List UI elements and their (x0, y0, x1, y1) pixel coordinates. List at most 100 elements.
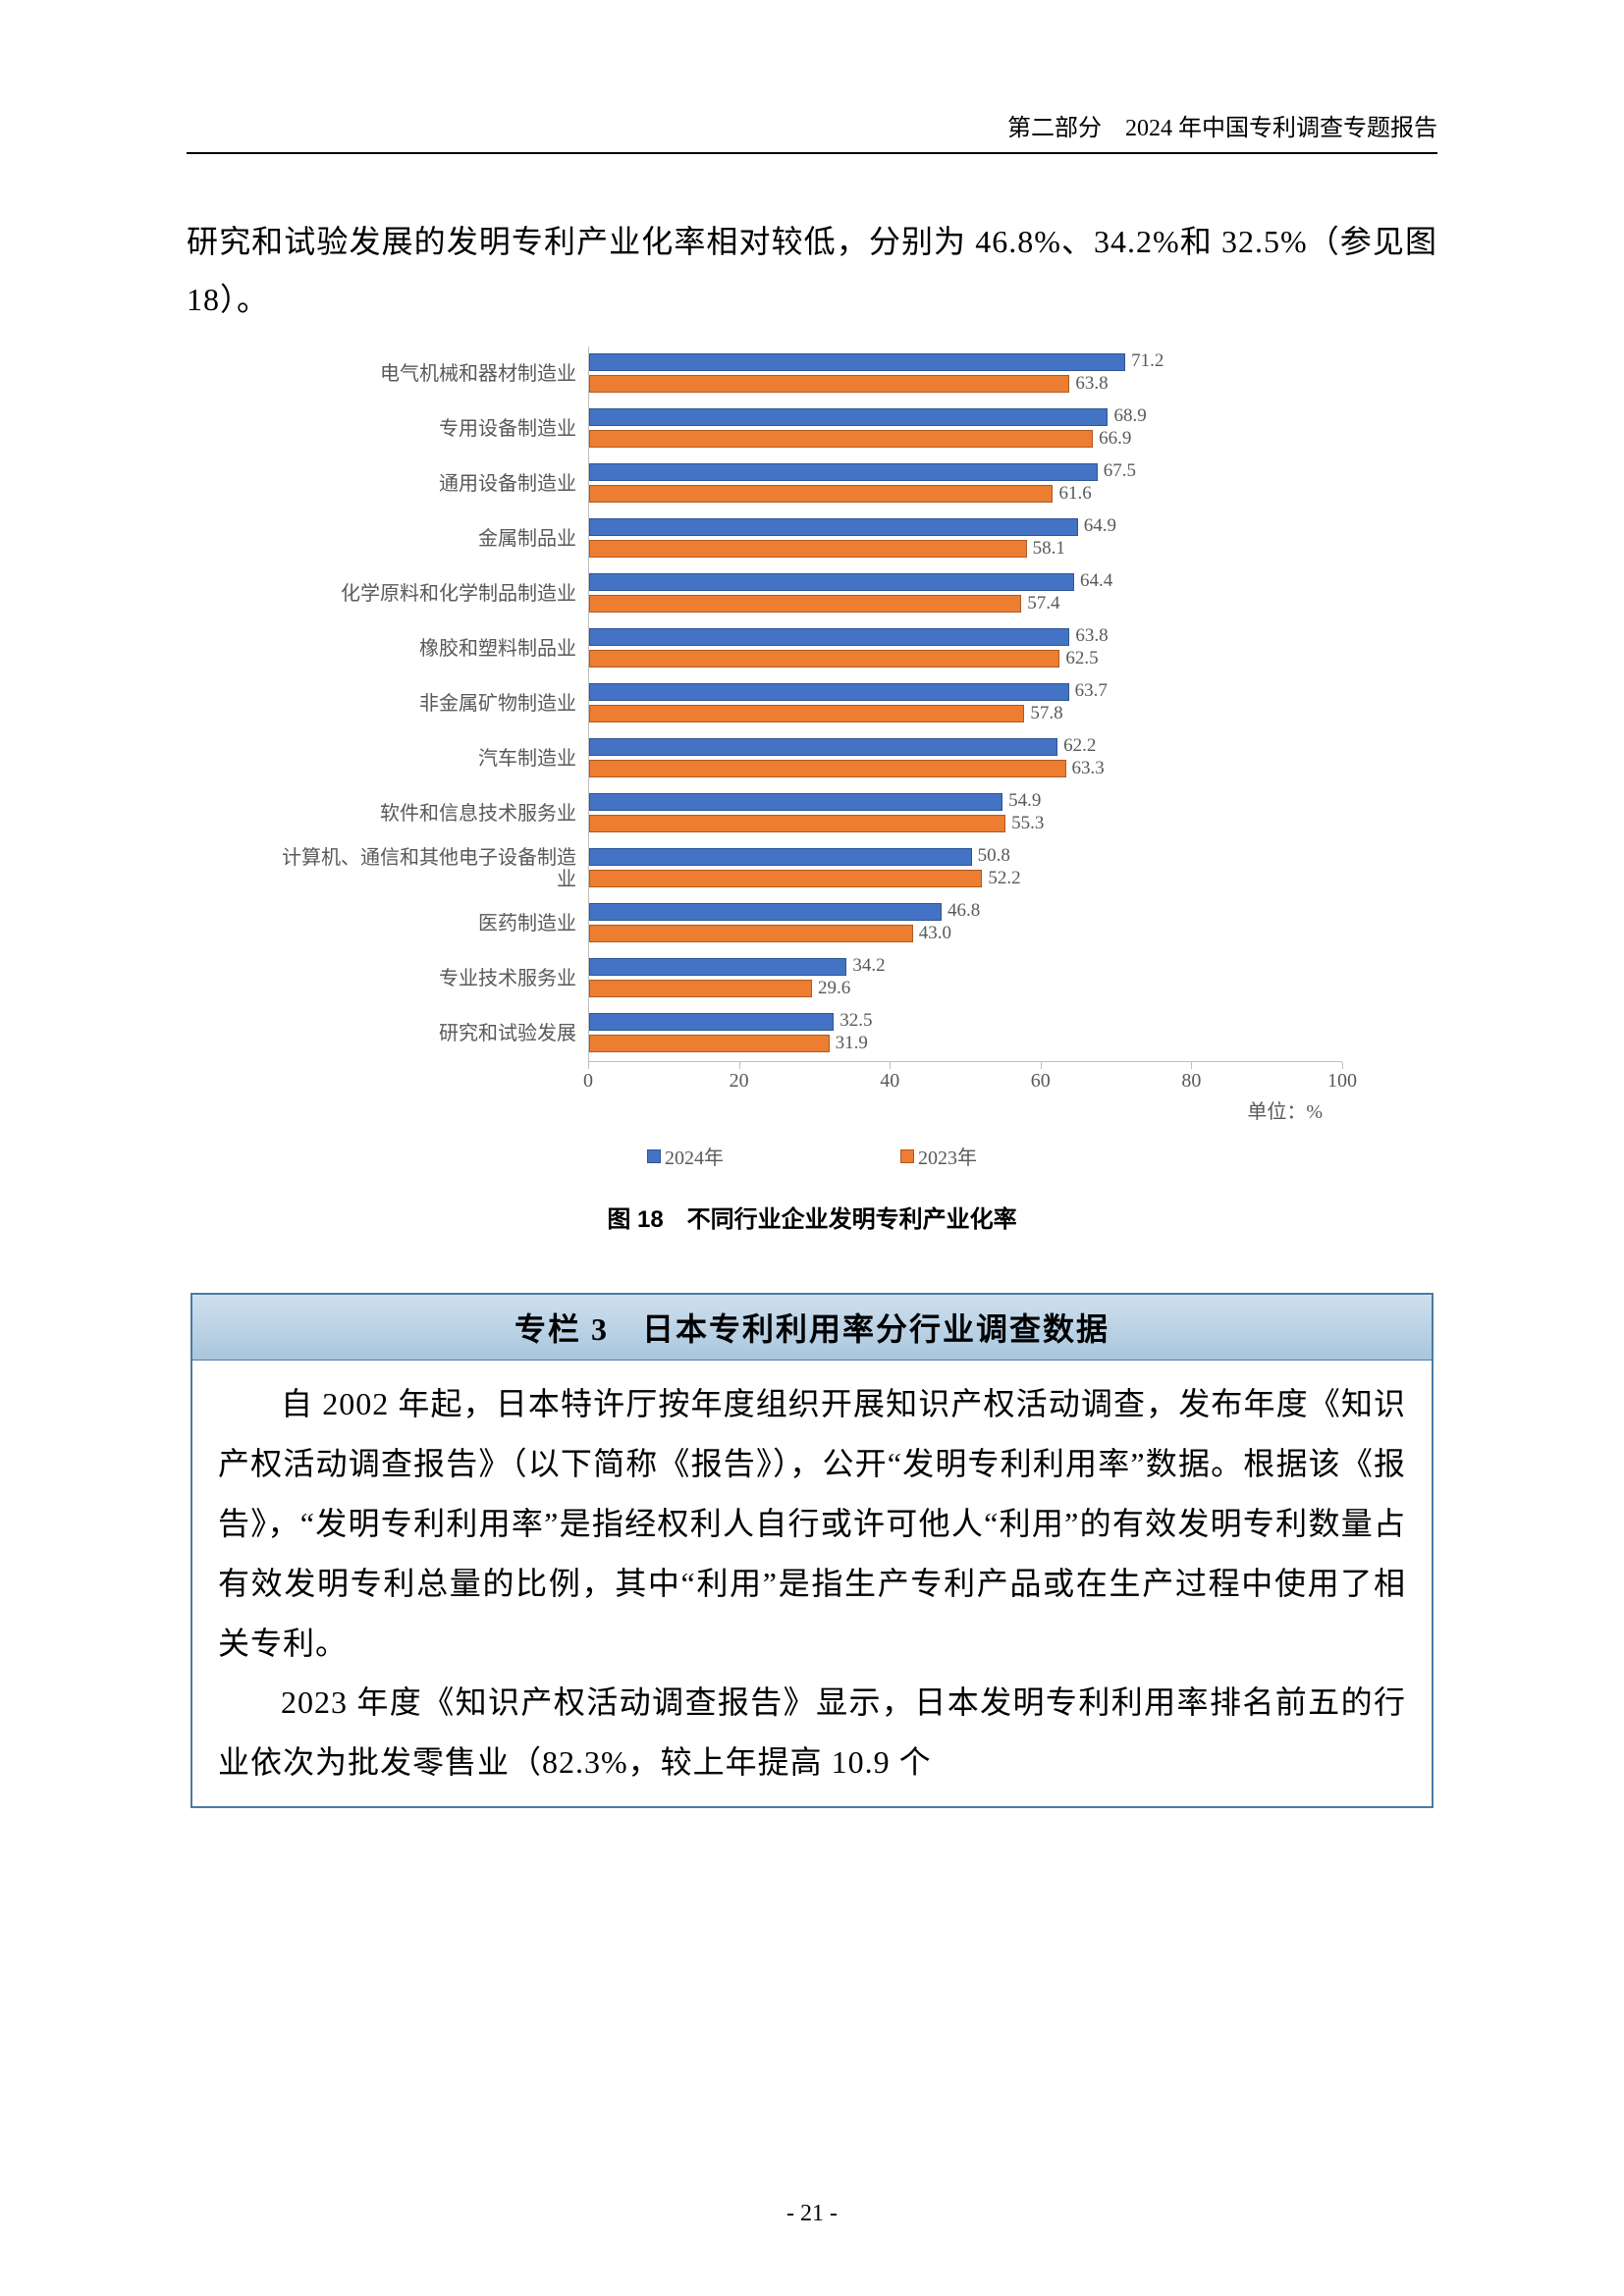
bar-2023 (589, 375, 1069, 393)
chart-caption: 图 18 不同行业企业发明专利产业化率 (282, 1200, 1342, 1234)
bar-2024 (589, 573, 1074, 591)
bar-2024 (589, 683, 1069, 701)
chart-category-label: 通用设备制造业 (282, 473, 588, 495)
bar-2023 (589, 760, 1066, 777)
chart-row: 橡胶和塑料制品业63.862.5 (282, 621, 1342, 676)
bar-value-2024: 67.5 (1104, 460, 1136, 482)
chart-bars-cell: 54.955.3 (588, 786, 1342, 841)
chart-bars-cell: 63.7 57.8 (588, 676, 1342, 731)
bar-2023 (589, 430, 1093, 448)
chart-category-label: 金属制品业 (282, 528, 588, 550)
bar-2024 (589, 848, 972, 866)
chart-row: 汽车制造业62.263.3 (282, 731, 1342, 786)
chart-category-label: 非金属矿物制造业 (282, 693, 588, 715)
chart-row: 化学原料和化学制品制造业 64.4 57.4 (282, 566, 1342, 621)
bar-value-2023: 66.9 (1099, 428, 1131, 450)
bar-value-2024: 64.4 (1080, 570, 1112, 592)
chart-row: 通用设备制造业 67.5 61.6 (282, 456, 1342, 511)
chart-bars-cell: 64.9 58.1 (588, 511, 1342, 566)
legend-swatch-2024 (647, 1149, 661, 1163)
axis-tick-label: 40 (880, 1070, 899, 1093)
bar-value-2024: 50.8 (978, 845, 1010, 867)
chart-row: 非金属矿物制造业 63.7 57.8 (282, 676, 1342, 731)
bar-2023 (589, 925, 913, 942)
bar-2024 (589, 903, 942, 921)
chart-bars-cell: 32.531.9 (588, 1006, 1342, 1061)
bar-value-2024: 71.2 (1131, 350, 1164, 372)
bar-2024 (589, 793, 1002, 811)
column-box: 专栏 3 日本专利利用率分行业调查数据 自 2002 年起，日本特许厅按年度组织… (190, 1293, 1434, 1808)
chart-bars-cell: 62.263.3 (588, 731, 1342, 786)
bar-value-2024: 64.9 (1084, 515, 1116, 537)
chart-legend: 2024年 2023年 (282, 1142, 1342, 1170)
page-header: 第二部分 2024 年中国专利调查专题报告 (187, 108, 1437, 154)
chart-category-label: 医药制造业 (282, 913, 588, 934)
bar-value-2023: 62.5 (1065, 648, 1098, 669)
chart-row: 计算机、通信和其他电子设备制造业50.852.2 (282, 841, 1342, 896)
chart-x-axis: 020406080100 (588, 1061, 1342, 1092)
bar-2024 (589, 1013, 834, 1031)
bar-value-2023: 61.6 (1058, 483, 1091, 505)
page-number: - 21 - (0, 2201, 1624, 2227)
bar-2023 (589, 485, 1053, 503)
chart-row: 医药制造业46.843.0 (282, 896, 1342, 951)
chart-category-label: 软件和信息技术服务业 (282, 803, 588, 825)
chart-category-label: 橡胶和塑料制品业 (282, 638, 588, 660)
chart-unit-label: 单位：% (282, 1095, 1342, 1124)
chart-bars-cell: 71.2 63.8 (588, 347, 1342, 401)
bar-2024 (589, 353, 1125, 371)
bar-2023 (589, 595, 1021, 613)
bar-value-2024: 46.8 (947, 900, 980, 922)
chart-row: 专业技术服务业34.229.6 (282, 951, 1342, 1006)
chart-bars-cell: 68.966.9 (588, 401, 1342, 456)
chart-category-label: 专用设备制造业 (282, 418, 588, 440)
chart-bars-cell: 50.852.2 (588, 841, 1342, 896)
bar-2023 (589, 705, 1024, 722)
chart-row: 电气机械和器材制造业 71.2 63.8 (282, 347, 1342, 401)
chart-row: 研究和试验发展32.531.9 (282, 1006, 1342, 1061)
legend-label-2023: 2023年 (918, 1142, 977, 1170)
bar-2023 (589, 980, 812, 997)
bar-2024 (589, 408, 1108, 426)
chart-row: 软件和信息技术服务业54.955.3 (282, 786, 1342, 841)
bar-value-2023: 57.4 (1027, 593, 1059, 614)
column-title: 专栏 3 日本专利利用率分行业调查数据 (192, 1295, 1432, 1361)
bar-2023 (589, 815, 1005, 832)
bar-value-2023: 58.1 (1033, 538, 1065, 560)
bar-2023 (589, 650, 1059, 667)
chart-category-label: 研究和试验发展 (282, 1023, 588, 1044)
chart-bars-cell: 67.5 61.6 (588, 456, 1342, 511)
bar-value-2024: 63.7 (1075, 680, 1108, 702)
legend-swatch-2023 (900, 1149, 914, 1163)
bar-value-2023: 63.8 (1075, 373, 1108, 395)
bar-value-2023: 55.3 (1011, 813, 1044, 834)
bar-value-2024: 34.2 (852, 955, 885, 977)
bar-2024 (589, 958, 846, 976)
chart-bars-cell: 34.229.6 (588, 951, 1342, 1006)
axis-tick-label: 0 (583, 1070, 593, 1093)
axis-tick-label: 80 (1181, 1070, 1201, 1093)
bar-2024 (589, 628, 1069, 646)
column-paragraph-2: 2023 年度《知识产权活动调查报告》显示，日本发明专利利用率排名前五的行业依次… (218, 1673, 1406, 1792)
chart-bars-cell: 46.843.0 (588, 896, 1342, 951)
chart-category-label: 专业技术服务业 (282, 968, 588, 989)
chart-row: 专用设备制造业68.966.9 (282, 401, 1342, 456)
axis-tick-label: 20 (730, 1070, 749, 1093)
intro-paragraph: 研究和试验发展的发明专利产业化率相对较低，分别为 46.8%、34.2%和 32… (187, 213, 1437, 329)
legend-label-2024: 2024年 (665, 1142, 724, 1170)
bar-value-2024: 54.9 (1008, 790, 1041, 812)
chart-category-label: 电气机械和器材制造业 (282, 363, 588, 385)
bar-2023 (589, 870, 982, 887)
bar-value-2023: 57.8 (1030, 703, 1062, 724)
bar-value-2023: 63.3 (1072, 758, 1105, 779)
chart-category-label: 化学原料和化学制品制造业 (282, 583, 588, 605)
chart-row: 金属制品业 64.9 58.1 (282, 511, 1342, 566)
bar-chart: 电气机械和器材制造业71.263.8专用设备制造业68.966.9通用设备制造业… (282, 347, 1342, 1234)
bar-value-2023: 29.6 (818, 978, 850, 999)
bar-value-2023: 52.2 (988, 868, 1020, 889)
chart-category-label: 计算机、通信和其他电子设备制造业 (282, 847, 588, 890)
bar-2024 (589, 463, 1098, 481)
bar-value-2024: 62.2 (1063, 735, 1096, 757)
bar-2023 (589, 540, 1027, 558)
bar-value-2023: 31.9 (836, 1033, 868, 1054)
